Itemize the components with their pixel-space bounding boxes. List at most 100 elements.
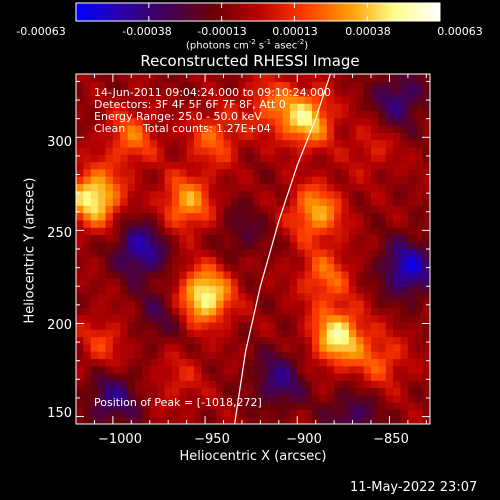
heatmap-cell — [157, 372, 166, 381]
heatmap-cell — [230, 168, 239, 177]
heatmap-cell — [304, 81, 313, 90]
heatmap-cell — [282, 241, 291, 250]
heatmap-cell — [194, 387, 202, 396]
heatmap-cell — [393, 365, 402, 374]
heatmap-cell — [230, 256, 239, 265]
heatmap-cell — [120, 132, 129, 141]
heatmap-cell — [127, 292, 136, 301]
heatmap-cell — [253, 227, 261, 236]
heatmap-cell — [304, 278, 313, 287]
heatmap-cell — [194, 336, 202, 345]
heatmap-cell — [422, 190, 430, 199]
heatmap-cell — [186, 212, 195, 221]
heatmap-cell — [194, 190, 202, 199]
heatmap-cell — [120, 95, 129, 104]
heatmap-cell — [334, 161, 343, 170]
heatmap-cell — [422, 88, 430, 97]
heatmap-cell — [282, 343, 291, 352]
heatmap-cell — [260, 394, 269, 403]
heatmap-cell — [348, 241, 357, 250]
heatmap-cell — [275, 278, 284, 287]
heatmap-cell — [407, 139, 416, 148]
heatmap-cell — [407, 81, 416, 90]
heatmap-cell — [149, 321, 158, 330]
heatmap-cell — [378, 249, 387, 257]
heatmap-cell — [282, 256, 291, 265]
heatmap-cell — [260, 329, 269, 338]
heatmap-cell — [83, 161, 92, 170]
heatmap-cell — [105, 227, 114, 236]
heatmap-cell — [363, 343, 372, 352]
heatmap-cell — [105, 197, 114, 206]
heatmap-cell — [157, 314, 166, 323]
heatmap-cell — [179, 146, 188, 155]
heatmap-cell — [90, 176, 99, 184]
heatmap-cell — [186, 365, 195, 374]
heatmap-cell — [194, 81, 202, 90]
heatmap-cell — [98, 416, 107, 424]
heatmap-cell — [127, 132, 136, 141]
heatmap-cell — [297, 168, 306, 177]
heatmap-cell — [253, 74, 261, 82]
heatmap-cell — [164, 95, 173, 104]
heatmap-cell — [164, 161, 173, 170]
heatmap-cell — [304, 249, 313, 257]
heatmap-cell — [157, 161, 166, 170]
heatmap-cell — [371, 183, 379, 192]
heatmap-cell — [238, 95, 247, 104]
y-tick-label: 200 — [47, 318, 72, 333]
heatmap-cell — [319, 88, 328, 97]
heatmap-cell — [142, 161, 151, 170]
heatmap-cell — [348, 336, 357, 345]
heatmap-cell — [356, 314, 365, 323]
heatmap-cell — [194, 168, 202, 177]
heatmap-cell — [90, 88, 99, 97]
heatmap-cell — [267, 74, 276, 82]
heatmap-cell — [135, 372, 143, 381]
heatmap-cell — [297, 183, 306, 192]
heatmap-cell — [120, 205, 129, 214]
heatmap-cell — [356, 387, 365, 396]
heatmap-cell — [216, 197, 225, 206]
heatmap-cell — [260, 380, 269, 389]
heatmap-cell — [216, 263, 225, 272]
heatmap-cell — [319, 161, 328, 170]
heatmap-cell — [385, 197, 394, 206]
heatmap-cell — [378, 88, 387, 97]
heatmap-cell — [179, 321, 188, 330]
heatmap-cell — [230, 329, 239, 338]
heatmap-cell — [120, 125, 129, 133]
heatmap-cell — [407, 278, 416, 287]
heatmap-cell — [378, 409, 387, 418]
heatmap-cell — [282, 285, 291, 294]
heatmap-cell — [230, 219, 239, 228]
heatmap-cell — [275, 409, 284, 418]
heatmap-cell — [304, 256, 313, 265]
heatmap-cell — [363, 380, 372, 389]
heatmap-cell — [76, 241, 84, 250]
heatmap-cell — [393, 300, 402, 308]
heatmap-cell — [98, 372, 107, 381]
heatmap-cell — [230, 358, 239, 367]
heatmap-cell — [105, 300, 114, 308]
heatmap-cell — [90, 336, 99, 345]
heatmap-cell — [341, 227, 350, 236]
heatmap-cell — [120, 402, 129, 411]
heatmap-cell — [393, 227, 402, 236]
heatmap-cell — [76, 103, 84, 112]
heatmap-cell — [400, 139, 409, 148]
heatmap-cell — [157, 263, 166, 272]
heatmap-cell — [112, 110, 121, 119]
heatmap-cell — [230, 351, 239, 359]
heatmap-cell — [400, 402, 409, 411]
heatmap-cell — [90, 358, 99, 367]
heatmap-cell — [422, 241, 430, 250]
heatmap-cell — [415, 351, 424, 359]
heatmap-cell — [223, 161, 232, 170]
heatmap-cell — [238, 241, 247, 250]
heatmap-cell — [334, 314, 343, 323]
heatmap-cell — [326, 380, 335, 389]
heatmap-cell — [341, 285, 350, 294]
heatmap-cell — [98, 336, 107, 345]
heatmap-cell — [120, 227, 129, 236]
